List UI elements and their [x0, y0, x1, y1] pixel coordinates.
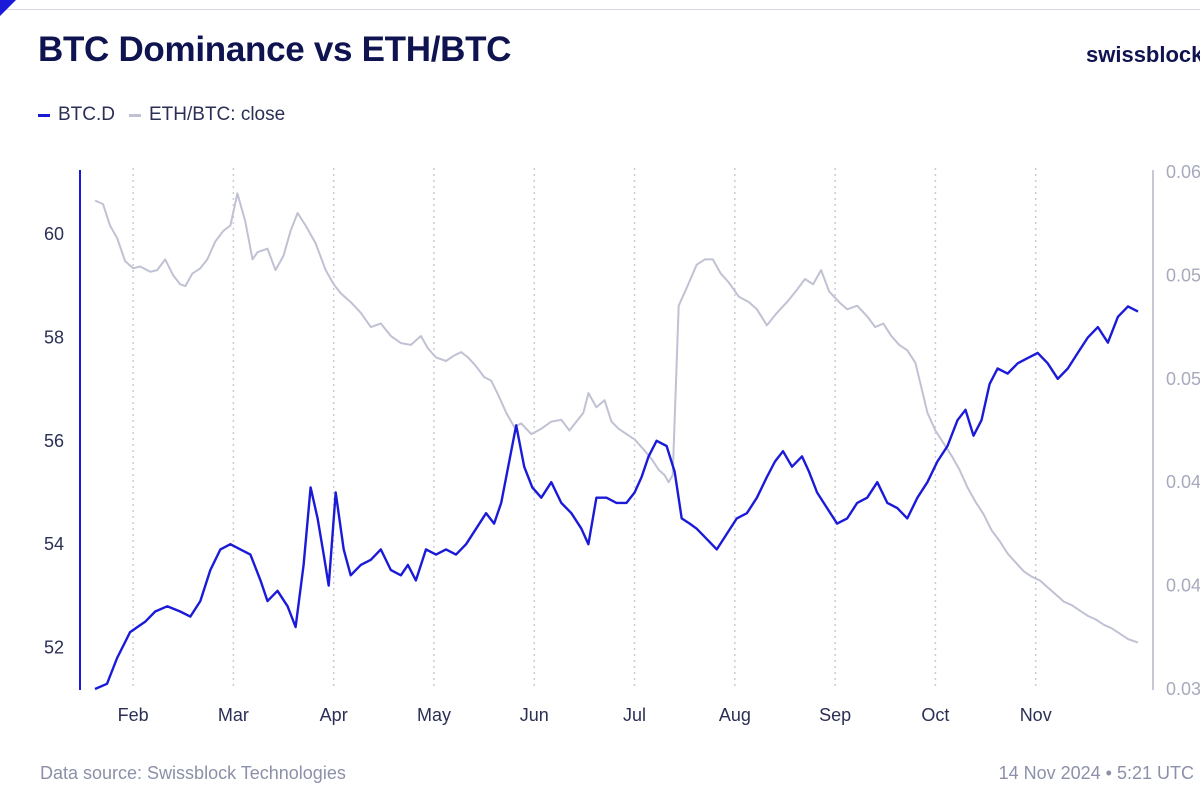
corner-mark [0, 0, 16, 16]
legend-swatch-ethbtc [129, 113, 141, 117]
data-source-note: Data source: Swissblock Technologies [40, 763, 346, 783]
x-tick-label: May [417, 705, 451, 725]
legend-item-btcd: BTC.D [38, 104, 115, 126]
legend-swatch-btcd [38, 113, 50, 117]
brand-logo: swissblock [1086, 42, 1200, 67]
left-tick-label: 58 [44, 327, 64, 347]
x-tick-label: Mar [218, 705, 249, 725]
x-tick-label: Sep [819, 705, 851, 725]
x-tick-label: Apr [320, 705, 348, 725]
series-line-btcd [94, 305, 1139, 691]
x-tick-label: Oct [921, 705, 949, 725]
left-tick-label: 52 [44, 638, 64, 658]
x-tick-label: Aug [719, 705, 751, 725]
left-tick-label: 56 [44, 431, 64, 451]
left-tick-label: 60 [44, 224, 64, 244]
legend-item-ethbtc: ETH/BTC: close [129, 104, 285, 126]
chart-legend: BTC.D ETH/BTC: close [38, 104, 299, 126]
series-line-ethbtc [94, 192, 1139, 644]
x-tick-label: Nov [1020, 705, 1052, 725]
right-tick-label: 0.03 [1166, 679, 1200, 699]
right-tick-label: 0.04 [1166, 472, 1200, 492]
right-tick-label: 0.05 [1166, 265, 1200, 285]
x-tick-label: Feb [118, 705, 149, 725]
legend-label-ethbtc: ETH/BTC: close [149, 104, 286, 125]
timestamp: 14 Nov 2024 • 5:21 UTC [998, 763, 1194, 783]
right-tick-label: 0.05 [1166, 369, 1200, 389]
x-tick-label: Jul [623, 705, 646, 725]
right-tick-label: 0.06 [1166, 162, 1200, 182]
x-tick-label: Jun [520, 705, 549, 725]
chart-title: BTC Dominance vs ETH/BTC [38, 30, 512, 69]
right-tick-label: 0.04 [1166, 576, 1200, 596]
legend-label-btcd: BTC.D [58, 104, 115, 125]
left-tick-label: 54 [44, 534, 64, 554]
top-rule [0, 9, 1200, 10]
